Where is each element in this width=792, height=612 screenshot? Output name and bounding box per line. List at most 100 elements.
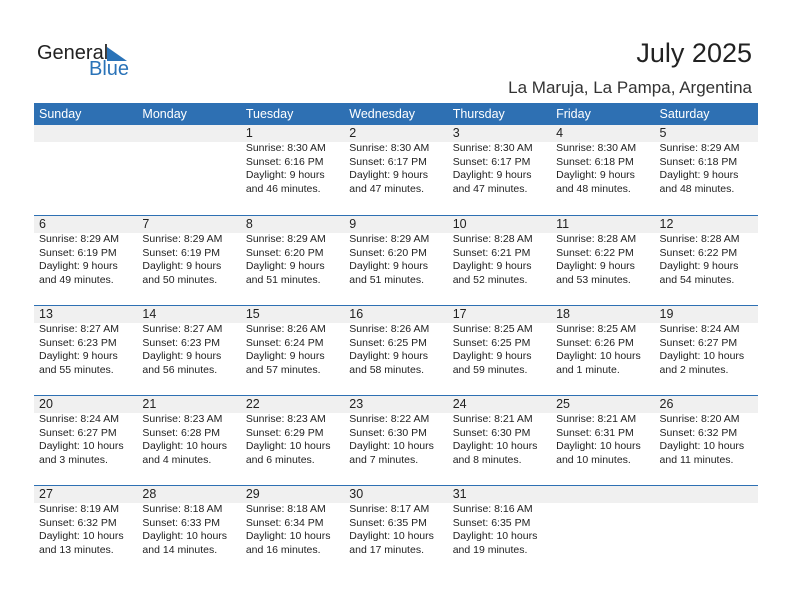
- sunset-text: Sunset: 6:24 PM: [245, 336, 324, 349]
- day-cell: 16 Sunrise: 8:26 AM Sunset: 6:25 PM Dayligh…: [344, 306, 447, 395]
- daylight-text: Daylight: 9 hours: [245, 260, 325, 272]
- sunset-text: Sunset: 6:22 PM: [659, 246, 738, 259]
- sunrise-text: Sunrise: 8:29 AM: [659, 142, 740, 154]
- sunrise-text: Sunrise: 8:27 AM: [39, 323, 119, 335]
- daylight-text: Daylight: 9 hours: [659, 169, 739, 181]
- week-row: 20 Sunrise: 8:24 AM Sunset: 6:27 PM Dayligh…: [34, 395, 758, 485]
- daylight-text: Daylight: 10 hours: [349, 530, 434, 542]
- day-number: 11: [556, 217, 570, 231]
- day-cell: 28 Sunrise: 8:18 AM Sunset: 6:33 PM Dayligh…: [137, 486, 240, 575]
- day-cell: 5 Sunrise: 8:29 AM Sunset: 6:18 PM Daylight…: [655, 125, 758, 215]
- sunrise-text: Sunrise: 8:28 AM: [659, 233, 740, 245]
- minutes-text: and 51 minutes.: [245, 273, 321, 286]
- sunrise-text: Sunrise: 8:29 AM: [39, 233, 119, 245]
- minutes-text: and 50 minutes.: [142, 273, 218, 286]
- day-number: 13: [39, 307, 53, 321]
- sunrise-text: Sunrise: 8:16 AM: [452, 503, 533, 515]
- sunrise-text: Sunrise: 8:26 AM: [349, 323, 430, 335]
- daylight-text: Daylight: 10 hours: [349, 440, 434, 452]
- day-number: 5: [659, 126, 667, 140]
- sunrise-text: Sunrise: 8:17 AM: [349, 503, 430, 515]
- day-cell: [34, 125, 137, 215]
- sunset-text: Sunset: 6:17 PM: [452, 155, 531, 168]
- sunset-text: Sunset: 6:25 PM: [452, 336, 531, 349]
- minutes-text: and 51 minutes.: [349, 273, 424, 286]
- logo-text-blue: Blue: [89, 58, 130, 80]
- day-number: 20: [39, 397, 53, 411]
- day-number: 30: [349, 487, 364, 501]
- day-number: 16: [349, 307, 364, 321]
- sunset-text: Sunset: 6:17 PM: [349, 155, 427, 168]
- daylight-text: Daylight: 9 hours: [142, 260, 222, 272]
- sunset-text: Sunset: 6:27 PM: [39, 426, 117, 439]
- minutes-text: and 47 minutes.: [452, 182, 528, 195]
- daylight-text: Daylight: 10 hours: [659, 440, 745, 452]
- sunset-text: Sunset: 6:32 PM: [39, 516, 117, 529]
- minutes-text: and 16 minutes.: [245, 543, 321, 556]
- day-cell: 7 Sunrise: 8:29 AM Sunset: 6:19 PM Daylight…: [137, 216, 240, 305]
- calendar-body: 1 Sunrise: 8:30 AM Sunset: 6:16 PM Daylight…: [34, 125, 758, 575]
- sunrise-text: Sunrise: 8:30 AM: [245, 142, 326, 154]
- sunset-text: Sunset: 6:22 PM: [556, 246, 634, 259]
- sunset-text: Sunset: 6:16 PM: [245, 155, 324, 168]
- minutes-text: and 17 minutes.: [349, 543, 424, 556]
- minutes-text: and 49 minutes.: [39, 273, 114, 286]
- weekday-friday: Friday: [556, 107, 591, 121]
- daylight-text: Daylight: 9 hours: [245, 169, 325, 181]
- minutes-text: and 14 minutes.: [142, 543, 218, 556]
- daylight-text: Daylight: 9 hours: [556, 169, 635, 181]
- day-cell: 10 Sunrise: 8:28 AM Sunset: 6:21 PM Dayligh…: [448, 216, 551, 305]
- day-cell: 8 Sunrise: 8:29 AM Sunset: 6:20 PM Daylight…: [241, 216, 344, 305]
- sunset-text: Sunset: 6:18 PM: [659, 155, 738, 168]
- daylight-text: Daylight: 10 hours: [39, 530, 124, 542]
- sunrise-text: Sunrise: 8:21 AM: [452, 413, 533, 425]
- day-cell: 26 Sunrise: 8:20 AM Sunset: 6:32 PM Dayligh…: [655, 396, 758, 485]
- day-cell: 23 Sunrise: 8:22 AM Sunset: 6:30 PM Dayligh…: [344, 396, 447, 485]
- sunset-text: Sunset: 6:34 PM: [245, 516, 324, 529]
- day-cell: 31 Sunrise: 8:16 AM Sunset: 6:35 PM Dayligh…: [448, 486, 551, 575]
- day-number: 12: [659, 217, 674, 231]
- sunrise-text: Sunrise: 8:29 AM: [245, 233, 326, 245]
- day-number-band: [34, 396, 758, 413]
- day-cell: [137, 125, 240, 215]
- minutes-text: and 54 minutes.: [659, 273, 735, 286]
- sunset-text: Sunset: 6:30 PM: [349, 426, 427, 439]
- day-number: 8: [245, 217, 253, 231]
- sunrise-text: Sunrise: 8:20 AM: [659, 413, 740, 425]
- week-row: 27 Sunrise: 8:19 AM Sunset: 6:32 PM Dayligh…: [34, 485, 758, 575]
- daylight-text: Daylight: 10 hours: [659, 350, 745, 362]
- day-number: 18: [556, 307, 571, 321]
- daylight-text: Daylight: 10 hours: [452, 530, 538, 542]
- day-number: 24: [452, 397, 467, 411]
- day-number: 4: [556, 126, 564, 140]
- day-cell: 17 Sunrise: 8:25 AM Sunset: 6:25 PM Dayligh…: [448, 306, 551, 395]
- minutes-text: and 56 minutes.: [142, 363, 218, 376]
- daylight-text: Daylight: 10 hours: [245, 530, 331, 542]
- day-cell: 29 Sunrise: 8:18 AM Sunset: 6:34 PM Dayligh…: [241, 486, 344, 575]
- daylight-text: Daylight: 10 hours: [556, 440, 641, 452]
- day-cell: 2 Sunrise: 8:30 AM Sunset: 6:17 PM Daylight…: [344, 125, 447, 215]
- sunrise-text: Sunrise: 8:23 AM: [245, 413, 326, 425]
- day-number: 6: [39, 217, 46, 231]
- sunrise-text: Sunrise: 8:18 AM: [245, 503, 326, 515]
- day-number-band: [34, 125, 758, 142]
- day-cell: 4 Sunrise: 8:30 AM Sunset: 6:18 PM Daylight…: [551, 125, 654, 215]
- sunrise-text: Sunrise: 8:30 AM: [452, 142, 533, 154]
- minutes-text: and 47 minutes.: [349, 182, 424, 195]
- weekday-saturday: Saturday: [659, 107, 710, 121]
- sunset-text: Sunset: 6:31 PM: [556, 426, 634, 439]
- day-cell: 18 Sunrise: 8:25 AM Sunset: 6:26 PM Dayligh…: [551, 306, 654, 395]
- daylight-text: Daylight: 10 hours: [142, 440, 228, 452]
- day-cell: 27 Sunrise: 8:19 AM Sunset: 6:32 PM Dayligh…: [34, 486, 137, 575]
- sunset-text: Sunset: 6:33 PM: [142, 516, 221, 529]
- day-cell: 11 Sunrise: 8:28 AM Sunset: 6:22 PM Dayligh…: [551, 216, 654, 305]
- minutes-text: and 58 minutes.: [349, 363, 424, 376]
- day-number: 14: [142, 307, 157, 321]
- weekday-thursday: Thursday: [452, 107, 505, 121]
- sunrise-text: Sunrise: 8:26 AM: [245, 323, 326, 335]
- minutes-text: and 57 minutes.: [245, 363, 321, 376]
- day-number: 19: [659, 307, 674, 321]
- day-cell: 12 Sunrise: 8:28 AM Sunset: 6:22 PM Dayligh…: [655, 216, 758, 305]
- day-cell: 1 Sunrise: 8:30 AM Sunset: 6:16 PM Daylight…: [241, 125, 344, 215]
- day-number-band: [34, 306, 758, 323]
